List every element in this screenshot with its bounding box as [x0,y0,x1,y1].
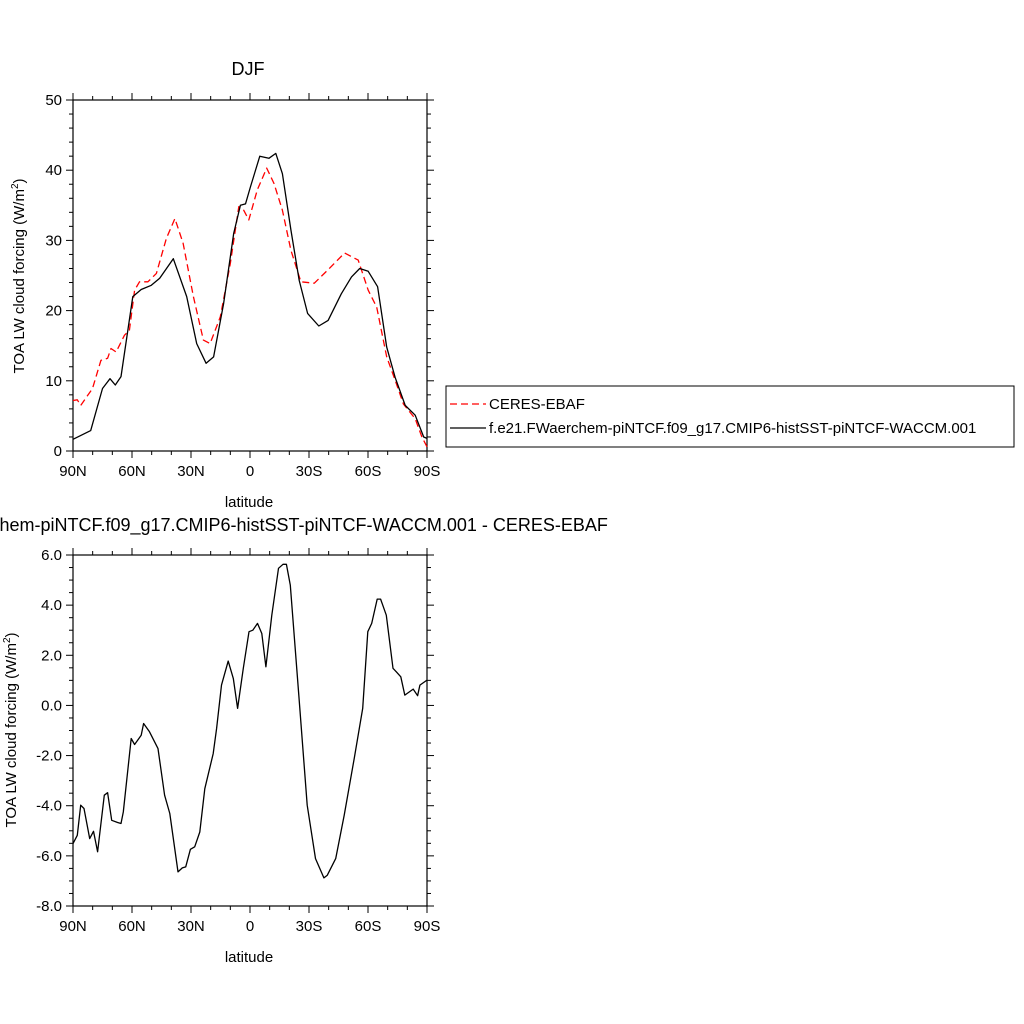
y-tick-label: 40 [45,162,62,179]
y-tick-label: 0.0 [41,697,62,714]
x-tick-label: 30N [177,918,205,935]
x-tick-label: 90N [59,918,87,935]
y-tick-label: 2.0 [41,647,62,664]
chart-title: DJF [232,59,265,79]
x-tick-label: 60S [355,918,382,935]
series-lines [72,152,428,448]
x-tick-label: 90S [414,918,441,935]
panel-difference: f.e21.FWaerchem-piNTCF.f09_g17.CMIP6-his… [0,515,608,966]
y-tick-label: 10 [45,373,62,390]
x-tick-label: 60N [118,463,146,480]
x-tick-label: 60N [118,918,146,935]
y-tick-label: 30 [45,232,62,249]
plot-frame [72,99,428,452]
x-tick-label: 30S [296,463,323,480]
y-tick-label: -6.0 [36,848,62,865]
legend-label-ceres: CERES-EBAF [489,396,585,413]
series-line-ceres-ebaf [72,167,428,448]
y-tick-label: -4.0 [36,798,62,815]
x-tick-label: 30N [177,463,205,480]
x-tick-label: 60S [355,463,382,480]
legend: CERES-EBAF f.e21.FWaerchem-piNTCF.f09_g1… [445,385,1015,448]
y-axis-label: TOA LW cloud forcing (W/m2) [2,632,20,827]
x-tick-label: 30S [296,918,323,935]
x-tick-label: 0 [246,463,254,480]
series-line-difference [72,563,428,879]
plot-frame [72,554,428,907]
legend-label-model: f.e21.FWaerchem-piNTCF.f09_g17.CMIP6-his… [489,420,976,437]
y-tick-label: 4.0 [41,597,62,614]
x-tick-label: 90N [59,463,87,480]
axis-ticks: 90N 60N 30N 0 30S 60S 90S -8.0 -6.0 -4.0 -2.0 0.0 2.… [36,547,440,935]
y-tick-label: -2.0 [36,748,62,765]
y-tick-label: 0 [54,443,62,460]
legend-box [445,385,1015,448]
y-tick-label: 6.0 [41,547,62,564]
chart-title: f.e21.FWaerchem-piNTCF.f09_g17.CMIP6-his… [0,515,608,536]
panel-djf: DJF 90N 60N 30N 0 30S 60S 90S 0 10 20 30 40 50 latit… [10,59,1015,511]
series-lines [72,563,428,879]
y-tick-label: 50 [45,92,62,109]
x-tick-label: 90S [414,463,441,480]
y-tick-label: 20 [45,303,62,320]
x-tick-label: 0 [246,918,254,935]
x-axis-label: latitude [225,949,273,966]
x-axis-label: latitude [225,494,273,511]
y-axis-label: TOA LW cloud forcing (W/m2) [10,178,28,373]
series-line-model [72,152,428,440]
axis-ticks: 90N 60N 30N 0 30S 60S 90S 0 10 20 30 40 50 [45,92,440,480]
y-tick-label: -8.0 [36,898,62,915]
